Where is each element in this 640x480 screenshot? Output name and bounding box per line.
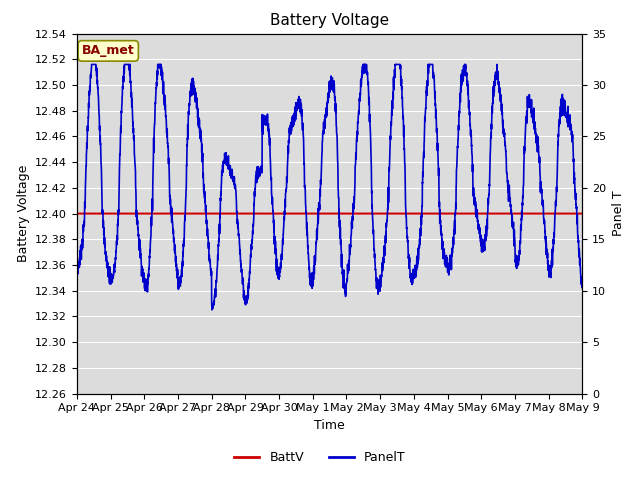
Legend: BattV, PanelT: BattV, PanelT (229, 446, 411, 469)
Text: BA_met: BA_met (82, 44, 134, 58)
Y-axis label: Battery Voltage: Battery Voltage (17, 165, 29, 262)
Y-axis label: Panel T: Panel T (612, 191, 625, 237)
X-axis label: Time: Time (314, 419, 345, 432)
Title: Battery Voltage: Battery Voltage (270, 13, 389, 28)
